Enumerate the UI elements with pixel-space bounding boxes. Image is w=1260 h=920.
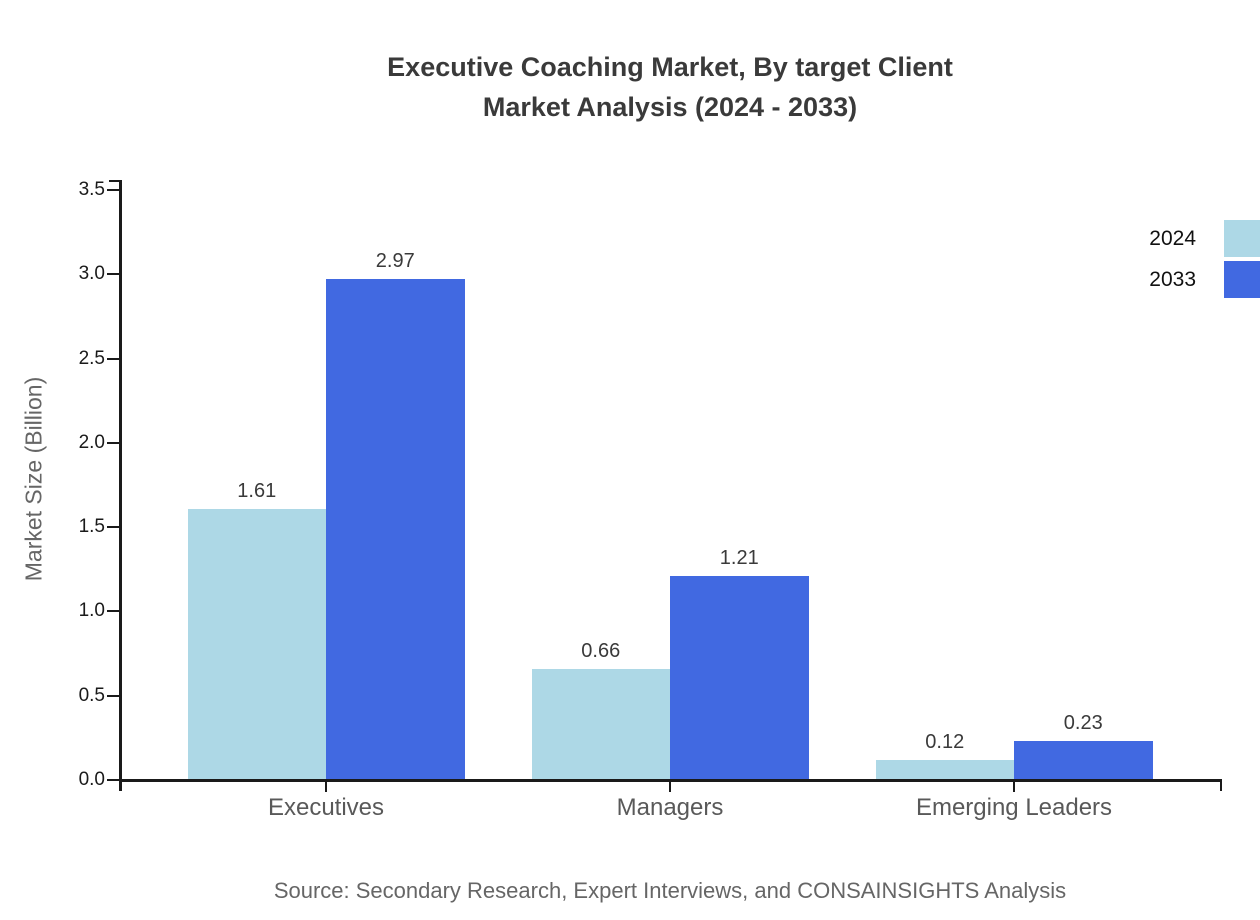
y-tick-label: 2.5 [78,347,105,369]
x-axis-line [119,779,1222,782]
bar-2024-managers [531,668,670,780]
x-category-label: Managers [616,794,724,821]
bar-value-label: 0.66 [581,639,621,662]
y-axis-line [119,180,122,791]
y-axis-tick [107,357,121,360]
chart-title: Executive Coaching Market, By target Cli… [118,47,1222,127]
x-category-label: Executives [267,794,385,821]
bar-value-label: 1.61 [237,479,277,502]
y-tick-label: 0.0 [78,769,105,790]
bar-value-label: 2.97 [375,250,415,273]
chart-title-line2: Market Analysis (2024 - 2033) [482,92,858,122]
y-axis-tick [107,189,121,191]
y-tick-label: 2.0 [78,431,105,453]
legend-swatch [1224,260,1260,298]
y-axis-tick [107,779,121,781]
bar-2033-emerging-leaders [1014,741,1153,780]
bar-value-label: 1.21 [719,547,759,570]
source-note: Source: Secondary Research, Expert Inter… [273,878,1067,903]
bar-value-label: 0.23 [1063,712,1103,735]
bar-2033-executives [326,279,465,780]
y-axis-tick [107,610,121,613]
bar-2033-managers [670,576,809,780]
bar-2024-executives [187,508,326,780]
x-axis-tick [324,781,328,792]
x-axis-end-cap [1219,779,1222,791]
x-axis-tick [668,781,672,792]
bar-value-label: 0.12 [925,730,965,753]
legend-swatch [1224,220,1260,257]
y-tick-label: 0.5 [78,684,105,706]
y-tick-label: 3.5 [78,179,105,200]
y-axis-title: Market Size (Billion) [20,376,47,582]
y-axis-top-cap [109,180,121,182]
x-category-label: Emerging Leaders [915,794,1113,821]
legend-label: 2024 [1149,227,1196,250]
y-axis-tick [107,441,121,444]
y-axis-tick [107,273,121,276]
y-axis-tick [107,526,121,529]
y-axis-tick [107,694,121,697]
legend-label: 2033 [1149,267,1196,291]
y-tick-label: 1.0 [78,600,105,622]
chart-title-line1: Executive Coaching Market, By target Cli… [387,52,953,82]
x-axis-tick [1012,781,1016,792]
y-tick-label: 1.5 [78,516,105,538]
y-tick-label: 3.0 [78,263,105,285]
bar-2024-emerging-leaders [875,759,1014,780]
